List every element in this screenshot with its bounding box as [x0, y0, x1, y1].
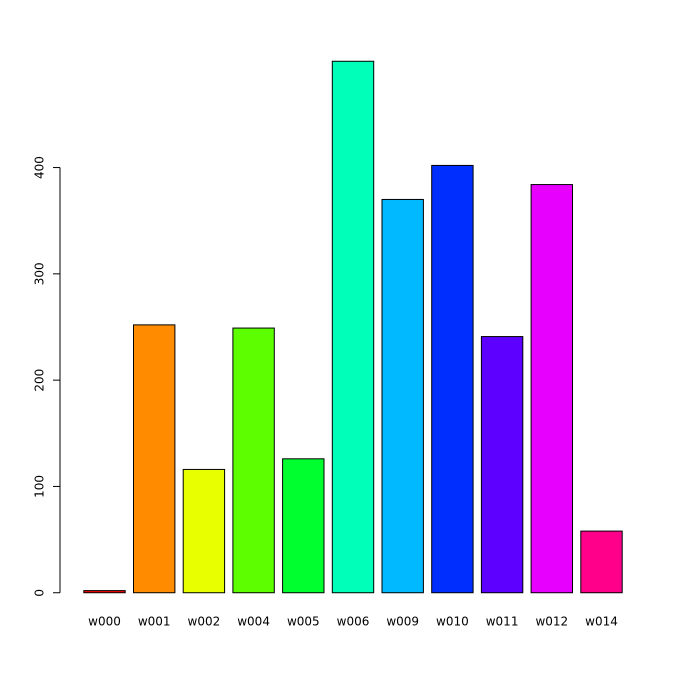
x-tick-label: w001 [138, 615, 171, 629]
y-tick-label: 200 [33, 369, 47, 392]
x-tick-label: w005 [287, 615, 320, 629]
bar [232, 327, 275, 594]
y-tick-label: 0 [33, 589, 47, 597]
bar [282, 458, 325, 594]
y-tick-label: 300 [33, 262, 47, 285]
bar [133, 324, 176, 594]
bar [580, 530, 623, 594]
bar [83, 590, 126, 594]
x-tick-label: w009 [386, 615, 419, 629]
bar [480, 336, 524, 594]
x-tick-label: w002 [188, 615, 221, 629]
x-tick-label: w010 [436, 615, 469, 629]
x-tick-label: w012 [535, 615, 568, 629]
x-tick-label: w004 [237, 615, 270, 629]
bar [331, 60, 375, 594]
bar [182, 468, 226, 594]
bar [431, 164, 474, 594]
x-tick-label: w006 [337, 615, 370, 629]
bar [530, 184, 573, 594]
x-tick-label: w014 [585, 615, 618, 629]
y-tick-label: 100 [33, 475, 47, 498]
x-tick-label: w011 [486, 615, 519, 629]
y-tick-label: 400 [33, 156, 47, 179]
bar [381, 198, 424, 594]
x-tick-label: w000 [88, 615, 121, 629]
